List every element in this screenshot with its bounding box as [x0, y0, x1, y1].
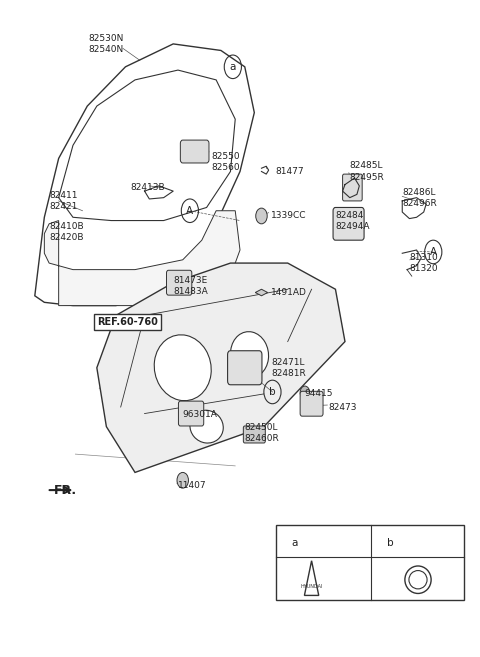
FancyBboxPatch shape: [300, 392, 323, 416]
FancyBboxPatch shape: [333, 208, 364, 240]
Text: 96111A: 96111A: [314, 538, 354, 548]
Circle shape: [300, 386, 310, 399]
FancyBboxPatch shape: [343, 174, 362, 201]
Text: 96301A: 96301A: [183, 411, 217, 419]
Polygon shape: [44, 211, 240, 306]
Text: a: a: [292, 538, 298, 548]
Ellipse shape: [154, 335, 211, 401]
Text: 1491AD: 1491AD: [271, 288, 307, 297]
Text: 1731JE: 1731JE: [406, 538, 442, 548]
FancyBboxPatch shape: [179, 401, 204, 426]
Ellipse shape: [230, 332, 269, 378]
FancyBboxPatch shape: [243, 426, 265, 443]
Polygon shape: [97, 263, 345, 472]
Text: a: a: [229, 62, 236, 72]
Text: 11407: 11407: [178, 481, 206, 490]
Ellipse shape: [190, 410, 223, 443]
Text: 81473E
81483A: 81473E 81483A: [173, 276, 208, 296]
Text: 82471L
82481R: 82471L 82481R: [271, 357, 306, 378]
Text: 81477: 81477: [276, 167, 304, 176]
Text: 81310
81320: 81310 81320: [409, 253, 438, 273]
FancyBboxPatch shape: [167, 270, 192, 295]
Text: 94415: 94415: [304, 390, 333, 398]
Text: 82450L
82460R: 82450L 82460R: [245, 423, 279, 443]
Text: 82484
82494A: 82484 82494A: [336, 210, 370, 231]
Text: b: b: [269, 387, 276, 397]
Text: FR.: FR.: [54, 484, 77, 497]
Text: 82411
82421: 82411 82421: [49, 191, 78, 211]
Text: 82530N
82540N: 82530N 82540N: [89, 34, 124, 54]
Text: 82550
82560: 82550 82560: [211, 152, 240, 171]
Text: A: A: [186, 206, 193, 215]
Text: 82486L
82496R: 82486L 82496R: [402, 188, 437, 208]
Text: HYUNDAI: HYUNDAI: [300, 585, 323, 589]
Text: 1339CC: 1339CC: [271, 212, 307, 221]
FancyBboxPatch shape: [276, 525, 464, 600]
FancyBboxPatch shape: [180, 140, 209, 163]
Text: A: A: [430, 247, 437, 257]
Text: 82413B: 82413B: [130, 183, 165, 193]
Circle shape: [256, 208, 267, 224]
Text: 82473: 82473: [328, 403, 357, 411]
FancyBboxPatch shape: [228, 351, 262, 385]
Circle shape: [177, 472, 189, 488]
Text: 82410B
82420B: 82410B 82420B: [49, 221, 84, 242]
Ellipse shape: [409, 570, 427, 589]
Text: REF.60-760: REF.60-760: [97, 317, 158, 327]
Text: b: b: [387, 538, 394, 548]
Polygon shape: [255, 289, 268, 296]
Text: 82485L
82495R: 82485L 82495R: [350, 162, 384, 181]
